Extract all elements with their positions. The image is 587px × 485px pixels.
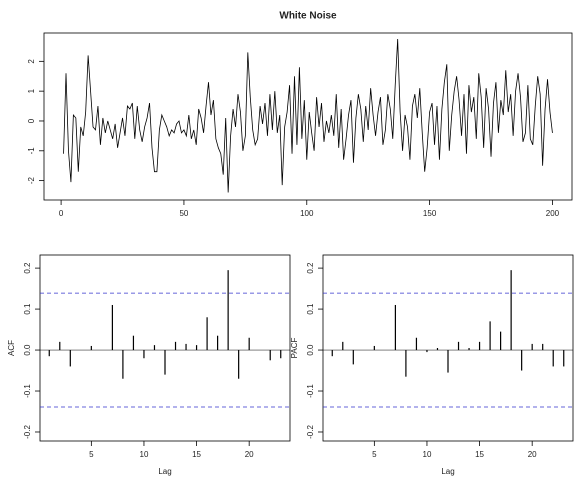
- y-tick-label: 2: [27, 59, 36, 64]
- x-tick-label: 0: [59, 209, 64, 218]
- x-tick-label: 15: [192, 450, 201, 459]
- x-tick-label: 150: [423, 209, 437, 218]
- x-tick-label: 10: [140, 450, 149, 459]
- x-axis-label: Lag: [441, 467, 454, 476]
- y-axis-label: PACF: [290, 338, 299, 359]
- x-axis-label: Lag: [158, 467, 171, 476]
- x-tick-label: 20: [528, 450, 537, 459]
- y-tick-label: -0.1: [306, 384, 315, 398]
- x-tick-label: 20: [245, 450, 254, 459]
- x-tick-label: 5: [372, 450, 377, 459]
- y-tick-label: -0.2: [306, 425, 315, 439]
- series-line: [63, 38, 553, 193]
- y-tick-label: -0.1: [23, 384, 32, 398]
- y-tick-label: 0.2: [23, 262, 32, 274]
- y-tick-label: 0.2: [306, 262, 315, 274]
- x-tick-label: 50: [179, 209, 188, 218]
- y-tick-label: 0.1: [306, 303, 315, 315]
- y-tick-label: 0.0: [306, 344, 315, 356]
- plot-frame: [43, 32, 573, 201]
- plot-frame: [39, 254, 291, 442]
- y-tick-label: 0.1: [23, 303, 32, 315]
- x-tick-label: 15: [475, 450, 484, 459]
- x-tick-label: 5: [89, 450, 94, 459]
- y-tick-label: -0.2: [23, 425, 32, 439]
- y-tick-label: -2: [27, 177, 36, 185]
- y-tick-label: 1: [27, 88, 36, 93]
- x-tick-label: 100: [300, 209, 314, 218]
- x-tick-label: 10: [423, 450, 432, 459]
- plot-frame: [322, 254, 574, 442]
- y-tick-label: 0: [27, 118, 36, 123]
- x-tick-label: 200: [546, 209, 560, 218]
- y-tick-label: 0.0: [23, 344, 32, 356]
- chart-title: White Noise: [279, 11, 337, 22]
- y-tick-label: -1: [27, 147, 36, 155]
- y-axis-label: ACF: [7, 340, 16, 356]
